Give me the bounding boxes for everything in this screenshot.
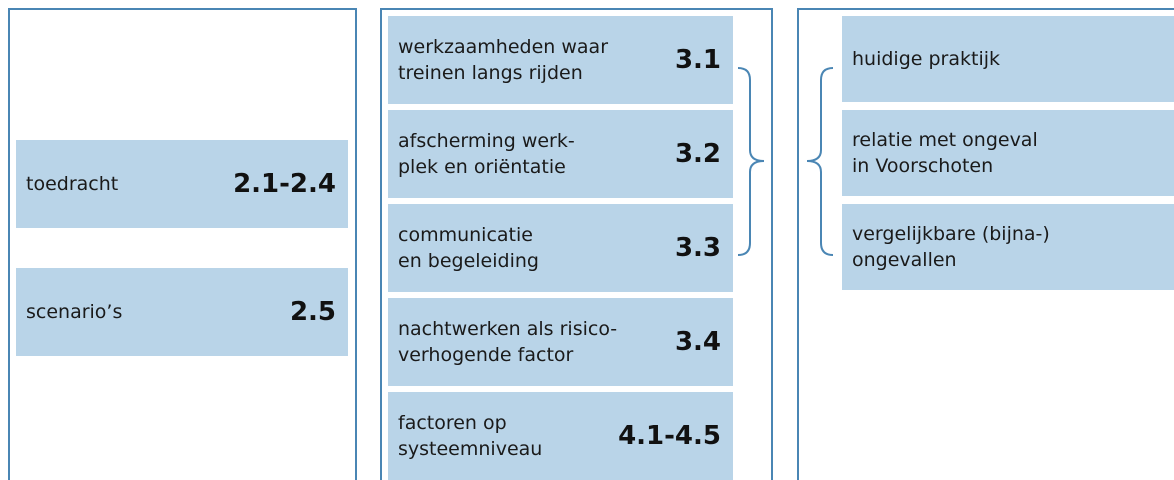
column — [380, 8, 773, 480]
label-line: huidige praktijk — [852, 48, 1001, 70]
label-line: factoren op — [398, 412, 507, 434]
section-label: nachtwerken als risico-verhogende factor — [398, 316, 617, 368]
section-box: relatie met ongeval in Voorschoten — [842, 110, 1174, 196]
section-label: toedracht — [26, 171, 118, 197]
label-line: treinen langs rijden — [398, 62, 583, 84]
label-line: scenario’s — [26, 301, 123, 323]
section-box: huidige praktijk — [842, 16, 1174, 102]
column — [797, 8, 1174, 480]
section-box: werkzaamheden waar treinen langs rijden 3.… — [388, 16, 733, 104]
section-label: scenario’s — [26, 299, 122, 325]
section-code: 2.5 — [289, 297, 336, 327]
label-line: vergelijkbare (bijna-) — [852, 223, 1050, 245]
column — [8, 8, 357, 480]
section-box: nachtwerken als risico-verhogende factor… — [388, 298, 733, 386]
section-code: 3.2 — [674, 139, 721, 169]
left-brace — [806, 67, 834, 256]
label-line: plek en oriëntatie — [398, 156, 566, 178]
section-code: 3.3 — [674, 233, 721, 263]
section-code: 2.1-2.4 — [233, 169, 336, 199]
section-box: toedracht 2.1-2.4 — [16, 140, 348, 228]
section-box: scenario’s 2.5 — [16, 268, 348, 356]
label-line: werkzaamheden waar — [398, 36, 609, 58]
label-line: relatie met ongeval — [852, 129, 1038, 151]
section-box: communicatie en begeleiding 3.3 — [388, 204, 733, 292]
section-code: 4.1-4.5 — [618, 421, 721, 451]
section-label: huidige praktijk — [852, 46, 1000, 72]
section-label: werkzaamheden waar treinen langs rijden — [398, 34, 608, 86]
section-box: factoren op systeemniveau 4.1-4.5 — [388, 392, 733, 480]
label-line: afscherming werk- — [398, 130, 575, 152]
section-label: vergelijkbare (bijna-) ongevallen — [852, 221, 1050, 273]
section-code: 3.1 — [674, 45, 721, 75]
section-label: factoren op systeemniveau — [398, 410, 542, 462]
section-box: afscherming werk-plek en oriëntatie 3.2 — [388, 110, 733, 198]
section-label: relatie met ongeval in Voorschoten — [852, 127, 1038, 179]
label-line: en begeleiding — [398, 250, 539, 272]
right-brace — [737, 67, 765, 256]
section-code: 3.4 — [674, 327, 721, 357]
label-line: toedracht — [26, 173, 119, 195]
label-line: verhogende factor — [398, 344, 574, 366]
section-label: communicatie en begeleiding — [398, 222, 539, 274]
label-line: nachtwerken als risico- — [398, 318, 618, 340]
label-line: ongevallen — [852, 249, 957, 271]
section-box: vergelijkbare (bijna-) ongevallen — [842, 204, 1174, 290]
label-line: systeemniveau — [398, 438, 543, 460]
section-label: afscherming werk-plek en oriëntatie — [398, 128, 575, 180]
label-line: in Voorschoten — [852, 155, 994, 177]
label-line: communicatie — [398, 224, 533, 246]
